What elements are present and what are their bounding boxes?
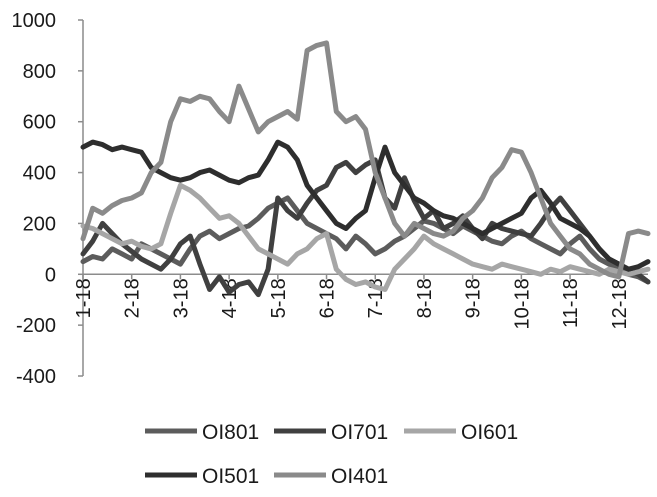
- x-tick-labels: 1-18 2-18 3-18 4-18 5-18 6-18 7-18 8-18 9-18 10-1…: [73, 274, 631, 329]
- x-tick-label: 5-18: [268, 278, 290, 318]
- series-line-oi801: [80, 195, 651, 285]
- legend-label-oi501: OI501: [202, 465, 259, 488]
- x-tick-label: 9-18: [463, 278, 485, 318]
- y-tick-label: 800: [23, 61, 56, 83]
- x-tick-label: 6-18: [317, 278, 339, 318]
- legend-label-oi401: OI401: [331, 465, 388, 488]
- y-tick-label: 400: [23, 163, 56, 185]
- y-tick-label: 600: [23, 112, 56, 134]
- y-tick-label: -400: [16, 366, 56, 388]
- y-axis: -400 -200 0 200 400 600 800 1000: [12, 10, 84, 388]
- x-tick-label: 2-18: [122, 278, 144, 318]
- legend-label-oi701: OI701: [331, 421, 388, 444]
- legend-label-oi601: OI601: [461, 421, 518, 444]
- legend-label-oi801: OI801: [202, 421, 259, 444]
- x-tick-label: 3-18: [170, 278, 192, 318]
- series-line-oi401: [80, 40, 651, 280]
- y-tick-label: 0: [45, 264, 56, 286]
- series-line-oi501: [80, 139, 651, 272]
- y-tick-label: 1000: [12, 10, 57, 32]
- x-tick-label: 12-18: [609, 278, 631, 329]
- x-tick-label: 10-18: [511, 278, 533, 329]
- x-tick-label: 8-18: [414, 278, 436, 318]
- y-tick-labels: -400 -200 0 200 400 600 800 1000: [12, 10, 83, 388]
- x-tick-label: 11-18: [560, 278, 582, 328]
- plot-series: [80, 40, 651, 298]
- x-tick-label: 1-18: [73, 278, 95, 318]
- x-axis: 1-18 2-18 3-18 4-18 5-18 6-18 7-18 8-18 9-18 10-1…: [73, 273, 648, 329]
- y-tick-label: 200: [23, 213, 56, 235]
- y-tick-label: -200: [16, 315, 56, 337]
- series-line-oi601: [80, 182, 651, 292]
- legend: OI801 OI701 OI601 OI501 OI401: [145, 421, 518, 488]
